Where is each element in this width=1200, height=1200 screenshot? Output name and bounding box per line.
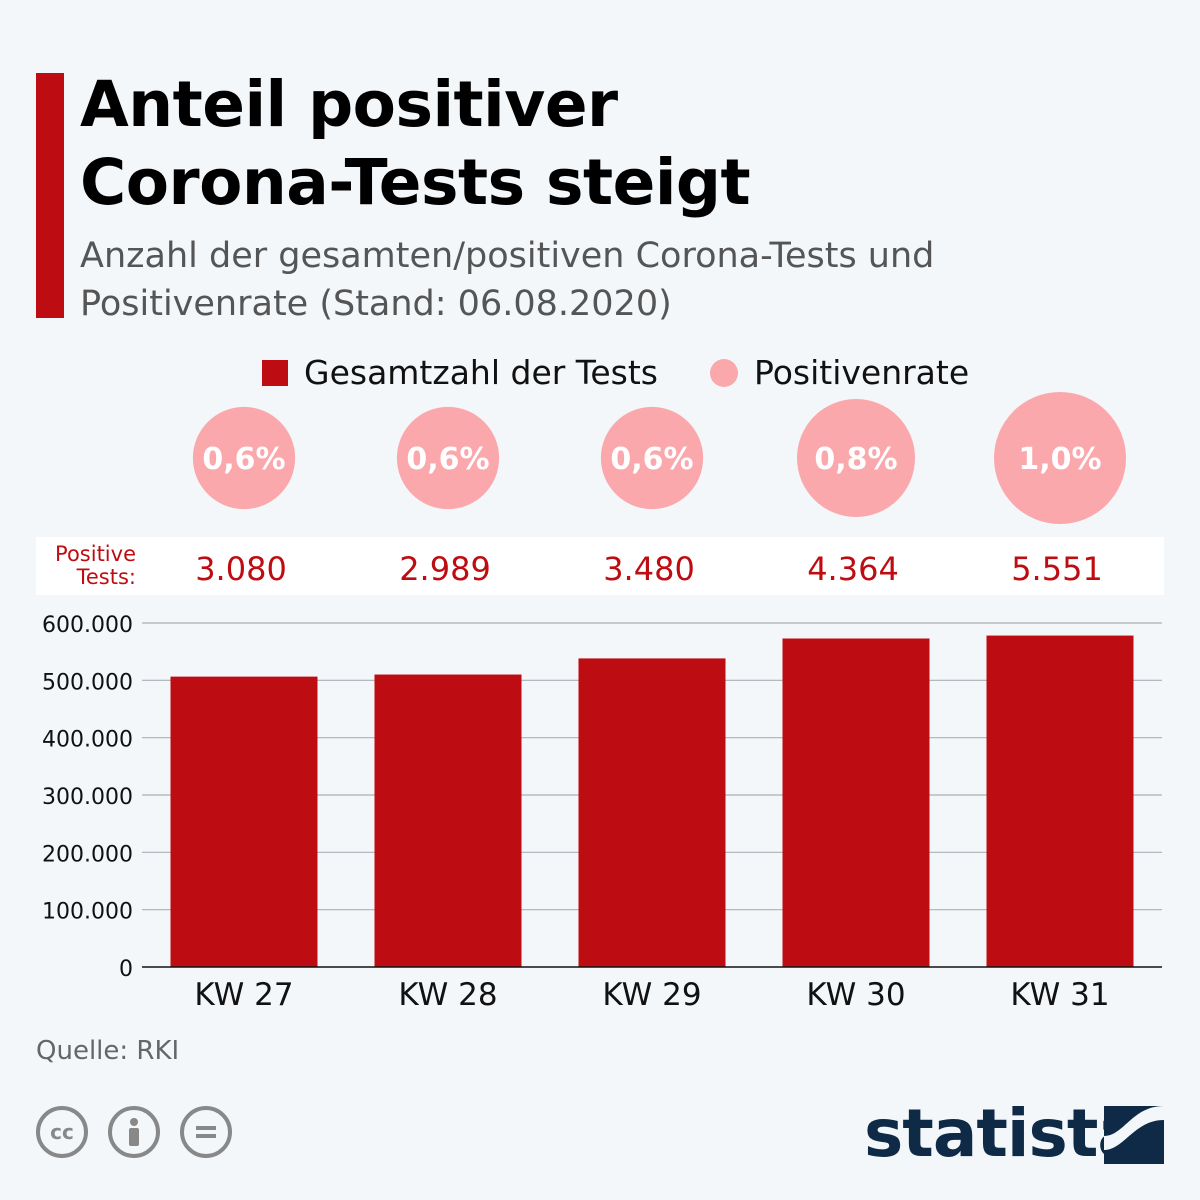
chart-title: Anteil positiver Corona-Tests steigt — [80, 66, 751, 222]
chart-subtitle: Anzahl der gesamten/positiven Corona-Tes… — [80, 232, 934, 328]
legend-bars-label: Gesamtzahl der Tests — [304, 353, 658, 392]
legend-square-icon — [262, 359, 288, 386]
positive-tests-label: Positive Tests: — [36, 543, 136, 589]
y-tick-label: 600.000 — [42, 613, 133, 638]
accent-bar — [36, 73, 64, 318]
x-tick-label: KW 28 — [398, 977, 497, 1013]
source-note: Quelle: RKI — [36, 1036, 180, 1066]
rate-bubble — [796, 398, 916, 518]
y-tick-label: 100.000 — [42, 900, 133, 925]
x-tick-label: KW 30 — [806, 977, 905, 1013]
positive-label-line-2: Tests: — [76, 565, 136, 589]
y-tick-label: 200.000 — [42, 842, 133, 867]
bar — [782, 638, 930, 967]
cc-license-icon[interactable]: cc — [36, 1106, 88, 1158]
rate-bubble — [396, 406, 500, 510]
positive-label-line-1: Positive — [55, 542, 136, 566]
subtitle-line-1: Anzahl der gesamten/positiven Corona-Tes… — [80, 236, 935, 276]
x-tick-label: KW 31 — [1010, 977, 1109, 1013]
attribution-icon[interactable] — [108, 1106, 160, 1158]
positive-tests-value: 2.989 — [399, 550, 491, 588]
bar — [986, 635, 1134, 967]
y-tick-label: 0 — [119, 957, 133, 982]
bar — [170, 676, 318, 967]
legend-circle-icon — [709, 358, 738, 387]
x-tick-label: KW 29 — [602, 977, 701, 1013]
cc-text: cc — [50, 1120, 74, 1144]
x-tick-label: KW 27 — [194, 977, 293, 1013]
legend-bubbles-label: Positivenrate — [753, 353, 970, 392]
rate-label: 0,6% — [610, 442, 693, 477]
positive-tests-value: 3.480 — [603, 550, 695, 588]
y-tick-label: 500.000 — [42, 670, 133, 695]
subtitle-line-2: Positivenrate (Stand: 06.08.2020) — [80, 284, 672, 324]
bar — [374, 674, 522, 967]
y-tick-label: 300.000 — [42, 785, 133, 810]
positive-tests-value: 4.364 — [807, 550, 899, 588]
statista-logo[interactable]: statista — [864, 1095, 1142, 1172]
no-derivatives-icon[interactable] — [180, 1106, 232, 1158]
rate-bubble — [994, 392, 1126, 524]
y-tick-label: 400.000 — [42, 728, 133, 753]
rate-label: 0,6% — [202, 442, 285, 477]
rate-label: 1,0% — [1018, 442, 1101, 477]
rate-label: 0,8% — [814, 442, 897, 477]
title-line-1: Anteil positiver — [80, 68, 618, 141]
statista-logo-icon — [1104, 1106, 1164, 1164]
positive-tests-value: 5.551 — [1011, 550, 1103, 588]
rate-label: 0,6% — [406, 442, 489, 477]
positive-tests-value: 3.080 — [195, 550, 287, 588]
title-line-2: Corona-Tests steigt — [80, 146, 751, 219]
legend: Gesamtzahl der Tests Positivenrate — [262, 353, 969, 392]
rate-bubble — [192, 406, 296, 510]
positive-tests-band — [36, 537, 1164, 595]
rate-bubble — [600, 406, 704, 510]
bar — [578, 658, 726, 967]
